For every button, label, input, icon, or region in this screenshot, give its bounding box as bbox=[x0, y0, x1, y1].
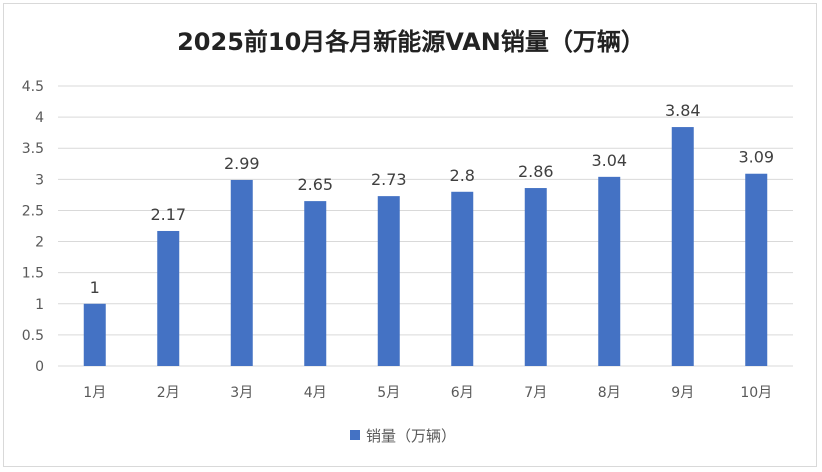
y-tick-label: 2 bbox=[35, 235, 44, 251]
bar bbox=[745, 173, 768, 366]
legend-swatch bbox=[350, 430, 360, 440]
y-tick-label: 4.5 bbox=[22, 79, 44, 95]
bar bbox=[304, 201, 327, 366]
x-tick-label: 7月 bbox=[524, 385, 547, 401]
bar bbox=[598, 176, 621, 366]
data-label: 2.99 bbox=[224, 154, 260, 173]
legend-label: 销量（万辆） bbox=[366, 427, 456, 445]
bar bbox=[377, 196, 400, 366]
y-tick-label: 3.5 bbox=[22, 141, 44, 157]
legend: 销量（万辆） bbox=[350, 427, 456, 445]
x-tick-label: 6月 bbox=[451, 385, 474, 401]
data-label: 2.17 bbox=[150, 205, 186, 224]
x-tick-label: 3月 bbox=[230, 385, 253, 401]
data-label: 3.84 bbox=[665, 101, 701, 120]
y-tick-label: 0.5 bbox=[22, 328, 44, 344]
y-tick-label: 3 bbox=[35, 172, 44, 188]
x-tick-label: 10月 bbox=[740, 385, 772, 401]
x-axis-ticks: 1月 2月 3月 4月 5月 6月 7月 8月 9月 10月 bbox=[83, 385, 772, 401]
x-tick-label: 4月 bbox=[304, 385, 327, 401]
bar bbox=[451, 191, 474, 366]
bar bbox=[230, 179, 253, 366]
x-tick-label: 9月 bbox=[671, 385, 694, 401]
bar bbox=[524, 188, 547, 366]
data-label: 3.04 bbox=[591, 151, 627, 170]
data-label: 1 bbox=[90, 278, 100, 297]
bars bbox=[83, 127, 768, 366]
y-tick-label: 1.5 bbox=[22, 266, 44, 282]
bar bbox=[83, 303, 106, 366]
data-label: 2.8 bbox=[450, 166, 475, 185]
data-label: 2.73 bbox=[371, 170, 407, 189]
y-tick-label: 1 bbox=[35, 297, 44, 313]
data-labels: 1 2.17 2.99 2.65 2.73 2.8 2.86 3.04 3.84 3.09 bbox=[90, 101, 774, 297]
chart-title: 2025前10月各月新能源VAN销量（万辆） bbox=[177, 28, 645, 56]
x-tick-label: 2月 bbox=[157, 385, 180, 401]
y-tick-label: 4 bbox=[35, 110, 44, 126]
data-label: 2.86 bbox=[518, 162, 554, 181]
x-tick-label: 5月 bbox=[377, 385, 400, 401]
x-tick-label: 8月 bbox=[598, 385, 621, 401]
bar bbox=[671, 127, 694, 366]
data-label: 3.09 bbox=[738, 148, 774, 167]
y-tick-label: 2.5 bbox=[22, 203, 44, 219]
x-tick-label: 1月 bbox=[83, 385, 106, 401]
grid-lines bbox=[58, 85, 793, 367]
y-tick-label: 0 bbox=[35, 359, 44, 375]
data-label: 2.65 bbox=[297, 175, 333, 194]
bar bbox=[157, 230, 180, 366]
y-axis-ticks: 0 0.5 1 1.5 2 2.5 3 3.5 4 4.5 bbox=[22, 79, 44, 375]
